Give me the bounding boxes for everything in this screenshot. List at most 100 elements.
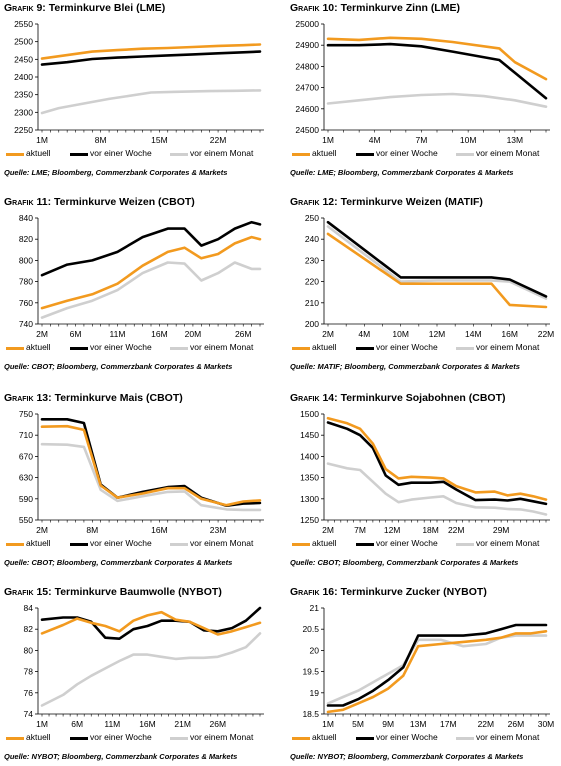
x-tick-label: 17M — [440, 719, 457, 729]
series-line-0 — [326, 36, 548, 81]
series-line-1 — [40, 606, 262, 641]
plot-area: 550 590 630 670 710 750 2M 8M 16M 23M — [19, 409, 264, 535]
x-tick-label: 30M — [538, 719, 555, 729]
series-line-0 — [40, 235, 262, 310]
x-tick-label: 1M — [36, 135, 48, 145]
legend: aktuell vor einer Woche vor einem Monat — [4, 342, 270, 354]
y-tick-label: 19 — [310, 688, 320, 698]
x-tick-label: 21M — [174, 719, 191, 729]
chart-title-text: Terminkurve Sojabohnen (CBOT) — [337, 392, 506, 404]
y-tick-label: 590 — [19, 494, 33, 504]
y-tick-label: 2250 — [14, 125, 33, 135]
chart-title-text: Terminkurve Weizen (MATIF) — [337, 196, 483, 208]
x-tick-label: 22M — [538, 329, 555, 339]
y-tick-label: 550 — [19, 515, 33, 525]
y-tick-label: 210 — [305, 298, 319, 308]
y-tick-label: 2400 — [14, 72, 33, 82]
x-tick-label: 13M — [507, 135, 524, 145]
chart-panel: Grafik 16: Terminkurve Zucker (NYBOT) 18.… — [290, 586, 560, 766]
y-tick-label: 760 — [19, 298, 33, 308]
chart-title: Grafik 14: Terminkurve Sojabohnen (CBOT) — [290, 392, 505, 404]
y-tick-label: 800 — [19, 255, 33, 265]
x-tick-label: 5M — [352, 719, 364, 729]
series-line-2 — [326, 462, 548, 516]
x-tick-label: 14M — [465, 329, 482, 339]
x-tick-label: 2M — [322, 329, 334, 339]
legend-swatch — [356, 737, 374, 740]
y-tick-label: 1350 — [300, 473, 319, 483]
y-tick-label: 2450 — [14, 54, 33, 64]
y-tick-label: 2300 — [14, 107, 33, 117]
plot-area: 740 760 780 800 820 840 2M 6M 11M 16M 20M 26M — [19, 213, 264, 339]
x-tick-label: 6M — [70, 329, 82, 339]
chart-title: Grafik 13: Terminkurve Mais (CBOT) — [4, 392, 183, 404]
chart-number: Grafik 14: — [290, 392, 338, 404]
x-tick-label: 26M — [235, 329, 252, 339]
x-tick-label: 2M — [322, 525, 334, 535]
legend: aktuell vor einer Woche vor einem Monat — [290, 732, 556, 744]
legend-swatch — [70, 737, 88, 740]
chart-title-text: Terminkurve Mais (CBOT) — [51, 392, 183, 404]
chart-panel: Grafik 12: Terminkurve Weizen (MATIF) 200… — [290, 196, 560, 376]
x-tick-label: 16M — [151, 329, 168, 339]
y-tick-label: 19.5 — [302, 667, 319, 677]
chart-number: Grafik 13: — [4, 392, 52, 404]
legend-label: vor einer Woche — [90, 342, 152, 352]
series-line-2 — [326, 92, 548, 108]
legend-label: vor einem Monat — [190, 342, 254, 352]
y-tick-label: 78 — [24, 667, 34, 677]
legend-swatch — [170, 347, 188, 350]
y-tick-label: 84 — [24, 603, 34, 613]
legend-swatch — [292, 347, 310, 350]
legend-swatch — [70, 347, 88, 350]
series-line-1 — [40, 220, 262, 277]
legend-label: vor einem Monat — [190, 732, 254, 742]
series-line-2 — [40, 261, 262, 319]
legend-swatch — [456, 153, 474, 156]
x-tick-label: 9M — [382, 719, 394, 729]
series-line-0 — [326, 232, 548, 309]
series-line-1 — [326, 220, 548, 298]
x-tick-label: 4M — [369, 135, 381, 145]
legend-label: vor einer Woche — [90, 148, 152, 158]
legend-label: vor einem Monat — [476, 342, 540, 352]
chart-title-text: Terminkurve Zucker (NYBOT) — [337, 586, 487, 598]
y-tick-label: 24700 — [295, 83, 319, 93]
legend-label: vor einer Woche — [376, 148, 438, 158]
y-tick-label: 76 — [24, 688, 34, 698]
x-tick-label: 16M — [501, 329, 518, 339]
legend-label: vor einer Woche — [90, 538, 152, 548]
y-tick-label: 740 — [19, 319, 33, 329]
chart-title: Grafik 9: Terminkurve Blei (LME) — [4, 2, 165, 14]
legend: aktuell vor einer Woche vor einem Monat — [4, 732, 270, 744]
y-tick-label: 710 — [19, 430, 33, 440]
y-tick-label: 20 — [310, 645, 320, 655]
legend-label: aktuell — [26, 538, 51, 548]
y-tick-label: 2550 — [14, 19, 33, 29]
x-tick-label: 4M — [358, 329, 370, 339]
series-line-2 — [40, 442, 262, 512]
y-tick-label: 21 — [310, 603, 320, 613]
legend-swatch — [6, 543, 24, 546]
y-tick-label: 1250 — [300, 515, 319, 525]
chart-panel: Grafik 10: Terminkurve Zinn (LME) 24500 24… — [290, 2, 560, 182]
x-tick-label: 7M — [416, 135, 428, 145]
x-tick-label: 22M — [210, 135, 227, 145]
legend-label: vor einem Monat — [476, 148, 540, 158]
chart-number: Grafik 16: — [290, 586, 338, 598]
plot-area: 18.5 19 19.5 20 20.5 21 1M 5M 9M 13M 17M 22M 26M 30M — [302, 603, 555, 729]
legend-label: aktuell — [26, 732, 51, 742]
legend-label: vor einem Monat — [476, 538, 540, 548]
legend-swatch — [170, 543, 188, 546]
legend-swatch — [292, 737, 310, 740]
source-note: Quelle: CBOT; Bloomberg, Commerzbank Cor… — [290, 558, 519, 567]
x-tick-label: 10M — [460, 135, 477, 145]
chart-title-text: Terminkurve Blei (LME) — [45, 2, 166, 14]
chart-panel: Grafik 15: Terminkurve Baumwolle (NYBOT)… — [4, 586, 274, 766]
legend-label: aktuell — [312, 732, 337, 742]
chart-number: Grafik 11: — [4, 196, 52, 208]
plot-area: 2250 2300 2350 2400 2450 2500 2550 1M 8M 15M 22M — [14, 19, 264, 145]
chart-panel: Grafik 9: Terminkurve Blei (LME) 2250 2300… — [4, 2, 274, 182]
x-tick-label: 6M — [71, 719, 83, 729]
y-tick-label: 2350 — [14, 90, 33, 100]
